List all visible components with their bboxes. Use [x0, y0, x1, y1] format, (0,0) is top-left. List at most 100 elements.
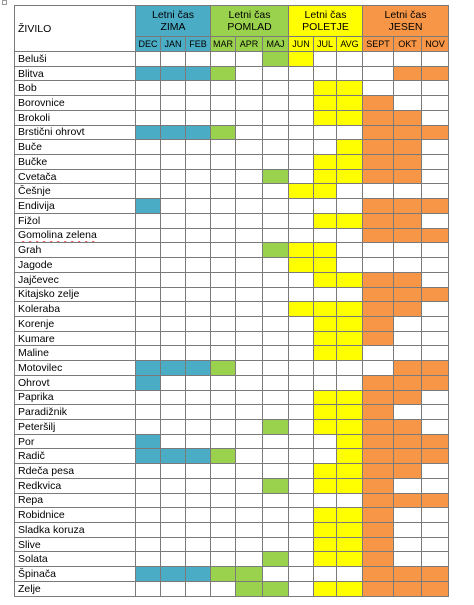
month-cell: [185, 257, 211, 273]
month-cell: [362, 580, 394, 597]
month-cell: [210, 198, 236, 214]
month-cell: [288, 65, 314, 82]
table-row: Cvetača: [14, 168, 449, 185]
month-cell: [288, 345, 314, 362]
produce-name-text: Borovnice: [18, 97, 65, 110]
month-cell: [313, 404, 337, 420]
month-cell: [135, 286, 161, 303]
month-cell: [421, 360, 449, 376]
month-cell: [421, 198, 449, 214]
month-cell: [313, 433, 337, 450]
month-cell: [262, 448, 289, 465]
month-cell: [210, 433, 236, 450]
month-cell: [235, 492, 263, 509]
produce-name: Fižol: [14, 212, 136, 229]
month-cell: [210, 168, 236, 185]
produce-name-text: Kitajsko zelje: [18, 288, 80, 301]
month-cell: [393, 95, 422, 111]
month-cell: [160, 433, 186, 450]
month-cell: [210, 566, 236, 582]
month-cell: [210, 257, 236, 273]
month-cell: [421, 154, 449, 170]
season-name: POMLAD: [227, 21, 272, 33]
month-cell: [362, 242, 394, 259]
month-cell: [135, 492, 161, 509]
month-cell: [288, 242, 314, 259]
table-row: Beluši: [14, 51, 449, 67]
month-cell: [210, 315, 236, 332]
month-cell: [262, 183, 289, 200]
month-cell: [421, 374, 449, 391]
month-cell: [210, 418, 236, 435]
month-cell: [421, 507, 449, 523]
month-cell: [185, 360, 211, 376]
table-row: Buče: [14, 139, 449, 156]
month-cell: [262, 124, 289, 141]
month-cell: [262, 522, 289, 538]
month-cell: [262, 139, 289, 156]
month-cell: [313, 124, 337, 141]
table-row: Robidnice: [14, 507, 449, 523]
month-cell: [135, 477, 161, 494]
month-cell: [210, 227, 236, 244]
month-cell: [393, 463, 422, 479]
month-cell: [235, 271, 263, 288]
month-cell: [421, 389, 449, 406]
month-header: SEPT: [362, 36, 394, 52]
month-cell: [313, 286, 337, 303]
month-cell: [393, 566, 422, 582]
month-cell: [262, 95, 289, 111]
produce-name: Špinača: [14, 566, 136, 582]
month-cell: [210, 124, 236, 141]
month-cell: [313, 80, 337, 97]
month-cell: [393, 139, 422, 156]
table-row: Maline: [14, 345, 449, 362]
produce-name-text: Brokoli: [18, 111, 51, 124]
month-header: NOV: [421, 36, 449, 52]
month-cell: [288, 212, 314, 229]
month-cell: [393, 536, 422, 553]
month-cell: [393, 551, 422, 568]
month-cell: [262, 212, 289, 229]
month-header: MAJ: [262, 36, 289, 52]
month-cell: [421, 65, 449, 82]
month-cell: [135, 404, 161, 420]
month-cell: [262, 80, 289, 97]
month-cell: [210, 212, 236, 229]
month-cell: [160, 374, 186, 391]
month-cell: [235, 168, 263, 185]
month-cell: [313, 477, 337, 494]
month-cell: [336, 477, 363, 494]
month-cell: [210, 580, 236, 597]
month-cell: [313, 65, 337, 82]
month-cell: [421, 212, 449, 229]
month-cell: [185, 536, 211, 553]
month-cell: [262, 65, 289, 82]
month-cell: [313, 448, 337, 465]
month-cell: [336, 124, 363, 141]
month-cell: [393, 109, 422, 126]
month-cell: [313, 242, 337, 259]
month-cell: [160, 139, 186, 156]
month-cell: [393, 286, 422, 303]
month-cell: [313, 522, 337, 538]
month-cell: [262, 404, 289, 420]
month-cell: [235, 448, 263, 465]
produce-name-text: Robidnice: [18, 509, 65, 522]
month-cell: [235, 95, 263, 111]
month-cell: [235, 330, 263, 347]
month-cell: [160, 566, 186, 582]
month-cell: [235, 463, 263, 479]
month-cell: [393, 389, 422, 406]
month-cell: [135, 301, 161, 317]
month-cell: [235, 345, 263, 362]
produce-name-text: Fižol: [18, 214, 41, 227]
month-cell: [160, 154, 186, 170]
month-cell: [421, 301, 449, 317]
month-cell: [185, 477, 211, 494]
produce-name: Češnje: [14, 183, 136, 200]
table-row: Solata: [14, 551, 449, 568]
month-cell: [288, 286, 314, 303]
month-cell: [135, 109, 161, 126]
season-label: Letni čas: [304, 8, 347, 21]
